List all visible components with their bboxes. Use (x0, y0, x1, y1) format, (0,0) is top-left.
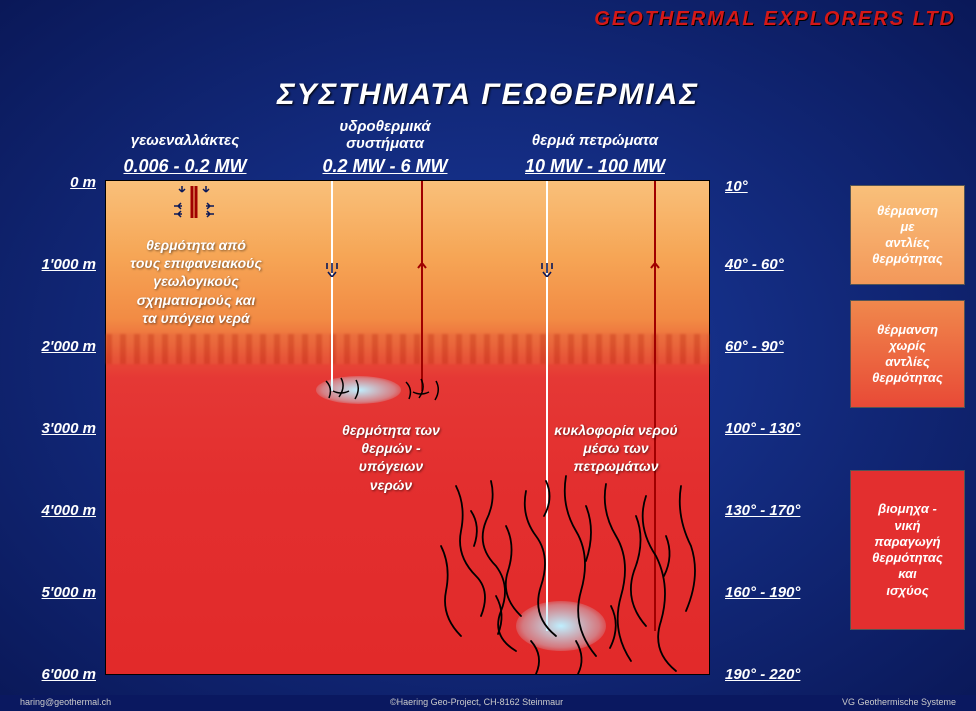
page-title: ΣΥΣΤΗΜΑΤΑ ΓΕΩΘΕΡΜΙΑΣ (0, 78, 976, 112)
temperature-label: 100° - 130° (725, 420, 835, 437)
brand-title: GEOTHERMAL EXPLORERS LTD (594, 8, 956, 31)
section-power: 10 MW - 100 MW (495, 156, 695, 177)
temperature-label: 10° (725, 178, 835, 195)
injection-well (331, 181, 333, 391)
depth-label: 0 m (16, 174, 96, 191)
footer-bar: haring@geothermal.ch ©Haering Geo-Projec… (0, 695, 976, 711)
section-label: θερμά πετρώματα (495, 132, 695, 149)
section-label: υδροθερμικάσυστήματα (285, 118, 485, 152)
footer-right: VG Geothermische Systeme (842, 697, 956, 709)
arrow-down-icon (326, 263, 338, 277)
usage-box: θέρμανσημεαντλίεςθερμότητας (850, 185, 965, 285)
depth-label: 2'000 m (16, 338, 96, 355)
usage-box: θέρμανσηχωρίςαντλίεςθερμότητας (850, 300, 965, 408)
mini-fracture-icon (321, 373, 401, 403)
footer-left: haring@geothermal.ch (20, 697, 111, 709)
geological-layer-band (106, 334, 709, 364)
section-power: 0.2 MW - 6 MW (285, 156, 485, 177)
depth-label: 1'000 m (16, 256, 96, 273)
section-power: 0.006 - 0.2 MW (85, 156, 285, 177)
temperature-label: 130° - 170° (725, 502, 835, 519)
fracture-network-icon (436, 476, 706, 676)
arrow-up-icon (416, 263, 428, 277)
depth-label: 5'000 m (16, 584, 96, 601)
depth-label: 6'000 m (16, 666, 96, 683)
mini-fracture-icon (401, 374, 481, 404)
production-well (421, 181, 423, 391)
depth-label: 3'000 m (16, 420, 96, 437)
annotation-text: κυκλοφορία νερούμέσω τωνπετρωμάτων (526, 421, 706, 476)
cross-section-diagram: θερμότητα απότους επιφανειακούςγεωλογικο… (105, 180, 710, 675)
shallow-exchanger-icon (164, 186, 224, 226)
footer-center: ©Haering Geo-Project, CH-8162 Steinmaur (390, 697, 563, 709)
usage-box: βιομηχα -νικήπαραγωγήθερμότηταςκαιισχύος (850, 470, 965, 630)
arrow-down-icon (541, 263, 553, 277)
depth-label: 4'000 m (16, 502, 96, 519)
temperature-label: 40° - 60° (725, 256, 835, 273)
temperature-label: 160° - 190° (725, 584, 835, 601)
annotation-text: θερμότητα τωνθερμών -υπόγειωννερών (306, 421, 476, 494)
temperature-label: 60° - 90° (725, 338, 835, 355)
annotation-text: θερμότητα απότους επιφανειακούςγεωλογικο… (106, 236, 286, 327)
temperature-label: 190° - 220° (725, 666, 835, 683)
arrow-up-icon (649, 263, 661, 277)
section-label: γεωεναλλάκτες (85, 132, 285, 149)
